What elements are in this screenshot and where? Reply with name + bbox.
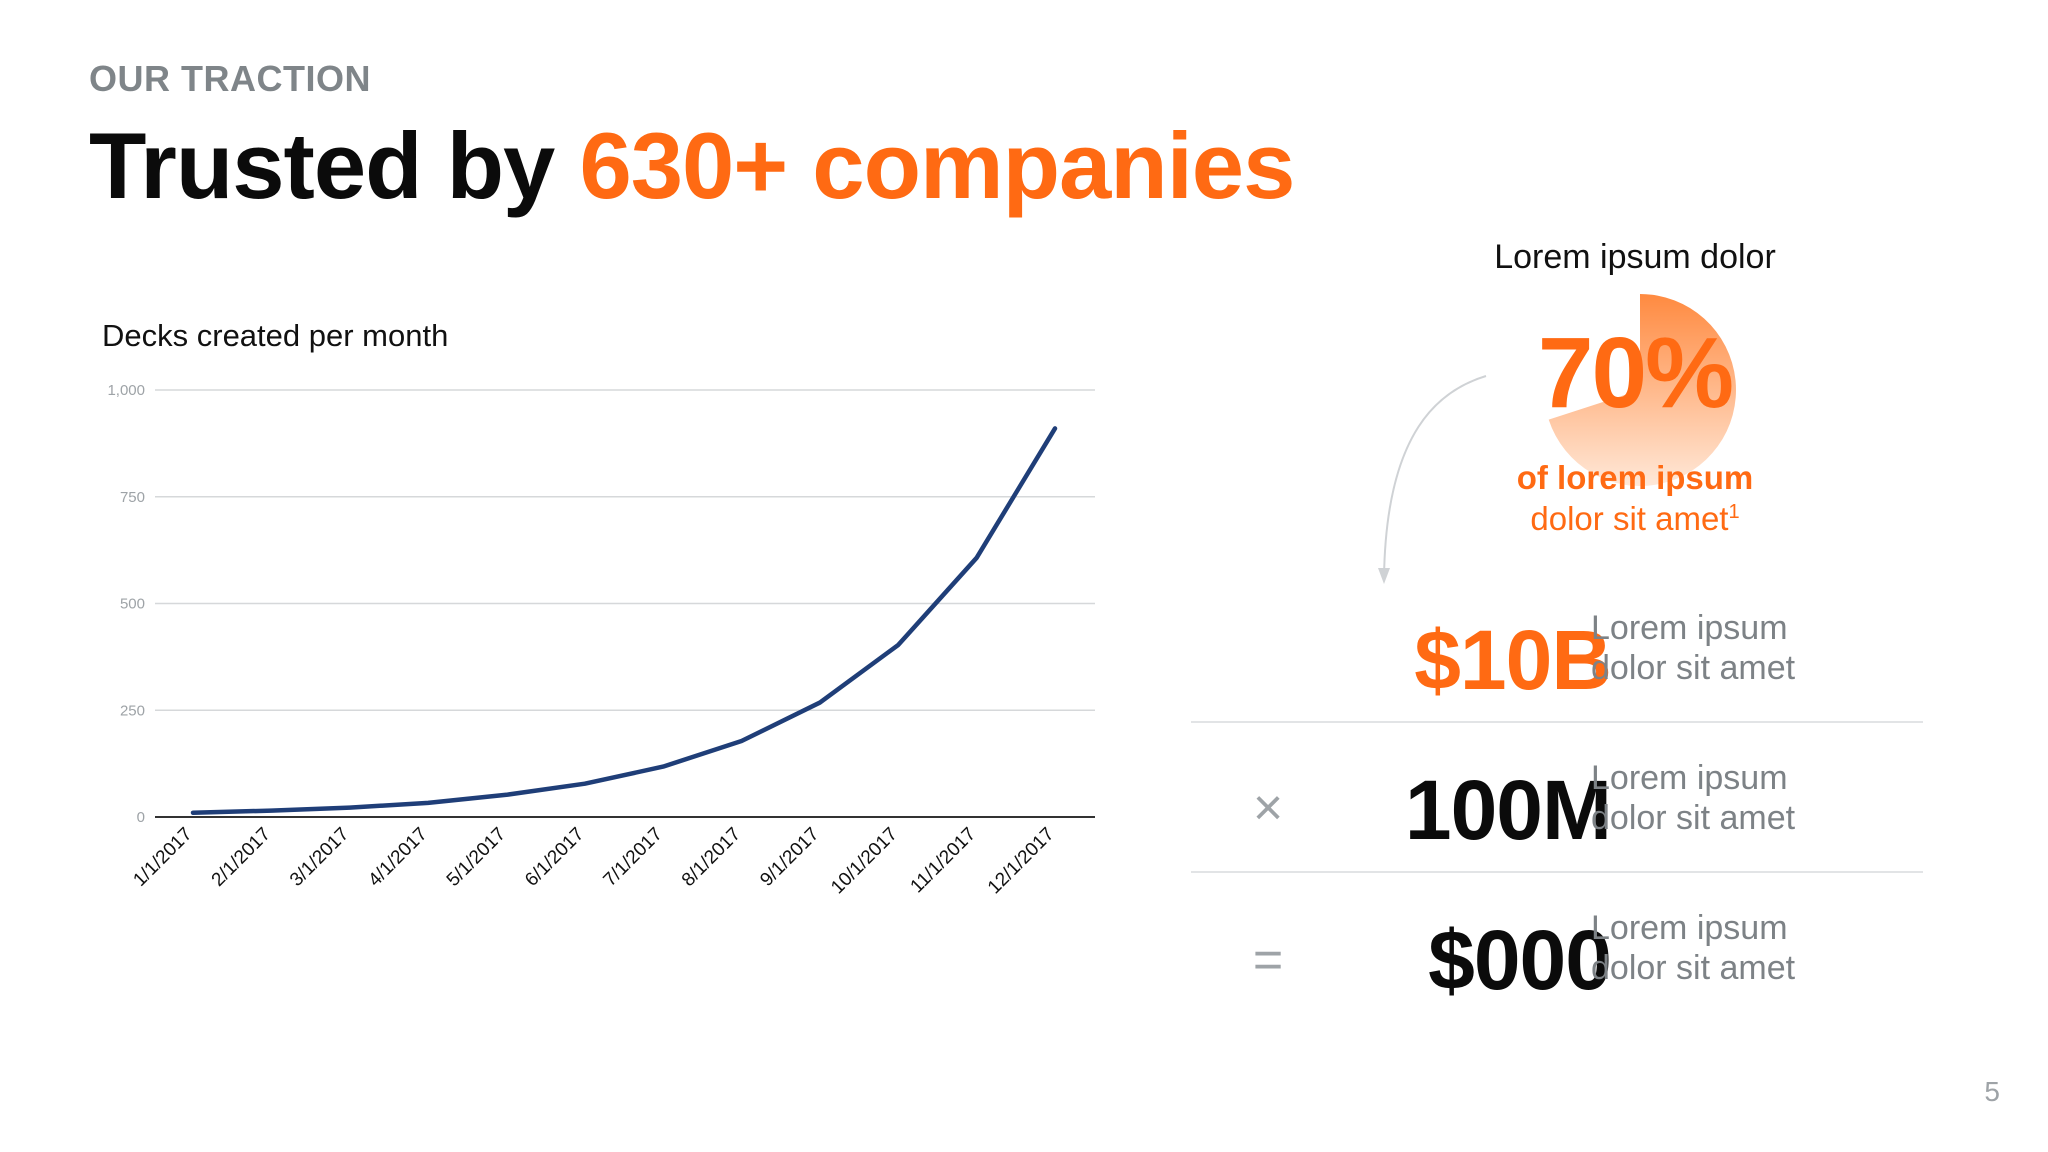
curved-arrow-icon	[1378, 375, 1487, 584]
y-tick-label: 250	[120, 702, 145, 719]
calc-desc-line1: Lorem ipsum	[1591, 759, 1788, 797]
page-number: 5	[1984, 1076, 2000, 1107]
x-tick-label: 9/1/2017	[756, 824, 823, 891]
x-tick-label: 8/1/2017	[678, 824, 745, 891]
percent-value: 70%	[1537, 317, 1734, 429]
slide-title: Trusted by 630+ companies	[89, 112, 1295, 220]
pie-slice	[1548, 294, 1736, 486]
pie-caption: Lorem ipsum dolor	[1494, 238, 1776, 276]
x-tick-label: 1/1/2017	[129, 824, 196, 891]
title-prefix: Trusted by	[89, 113, 580, 218]
calc-row-2: × 100M Lorem ipsum dolor sit amet	[1191, 740, 1923, 890]
y-tick-label: 500	[120, 596, 145, 613]
row-divider	[1191, 721, 1923, 723]
calc-desc-line1: Lorem ipsum	[1591, 909, 1788, 947]
x-tick-label: 6/1/2017	[521, 824, 588, 891]
x-tick-label: 7/1/2017	[600, 824, 667, 891]
calc-row-1: $10B Lorem ipsum dolor sit amet	[1191, 590, 1923, 740]
percent-pie-chart	[1548, 294, 1736, 486]
calc-description: Lorem ipsum dolor sit amet	[1591, 758, 1795, 838]
calc-description: Lorem ipsum dolor sit amet	[1591, 908, 1795, 988]
calc-value: $10B	[1414, 613, 1612, 707]
y-tick-label: 750	[120, 489, 145, 506]
title-highlight: 630+ companies	[579, 113, 1295, 218]
x-tick-label: 3/1/2017	[286, 824, 353, 891]
calc-desc-line1: Lorem ipsum	[1591, 609, 1788, 647]
y-tick-label: 0	[137, 809, 145, 826]
x-tick-label: 11/1/2017	[907, 824, 981, 898]
calc-value: $000	[1428, 913, 1612, 1007]
section-eyebrow: OUR TRACTION	[89, 58, 371, 99]
row-divider	[1191, 871, 1923, 873]
x-tick-label: 2/1/2017	[208, 824, 275, 891]
calc-description: Lorem ipsum dolor sit amet	[1591, 608, 1795, 688]
calc-desc-line2: dolor sit amet	[1591, 799, 1796, 837]
equals-icon: =	[1252, 931, 1284, 989]
pie-subtitle-text: dolor sit amet	[1530, 500, 1729, 537]
multiply-icon: ×	[1252, 779, 1284, 837]
chart-title: Decks created per month	[102, 318, 449, 353]
pie-subtitle: dolor sit amet1	[1420, 500, 1850, 538]
x-tick-label: 12/1/2017	[984, 824, 1059, 899]
y-tick-label: 1,000	[107, 382, 145, 399]
calc-desc-line2: dolor sit amet	[1591, 949, 1796, 987]
calc-row-3: = $000 Lorem ipsum dolor sit amet	[1191, 890, 1923, 1040]
series-line	[190, 426, 1058, 815]
x-tick-label: 10/1/2017	[827, 824, 902, 899]
line-chart: 0 250 500 750 1,000 1/1/2017 2/1/2017 3/1/2017 4…	[107, 382, 1095, 899]
calc-value: 100M	[1404, 763, 1612, 857]
pie-subtitle-bold: of lorem ipsum	[1516, 459, 1754, 496]
x-tick-label: 4/1/2017	[364, 824, 431, 891]
footnote-mark: 1	[1728, 501, 1740, 523]
calc-desc-line2: dolor sit amet	[1591, 649, 1796, 687]
x-tick-label: 5/1/2017	[443, 824, 510, 891]
